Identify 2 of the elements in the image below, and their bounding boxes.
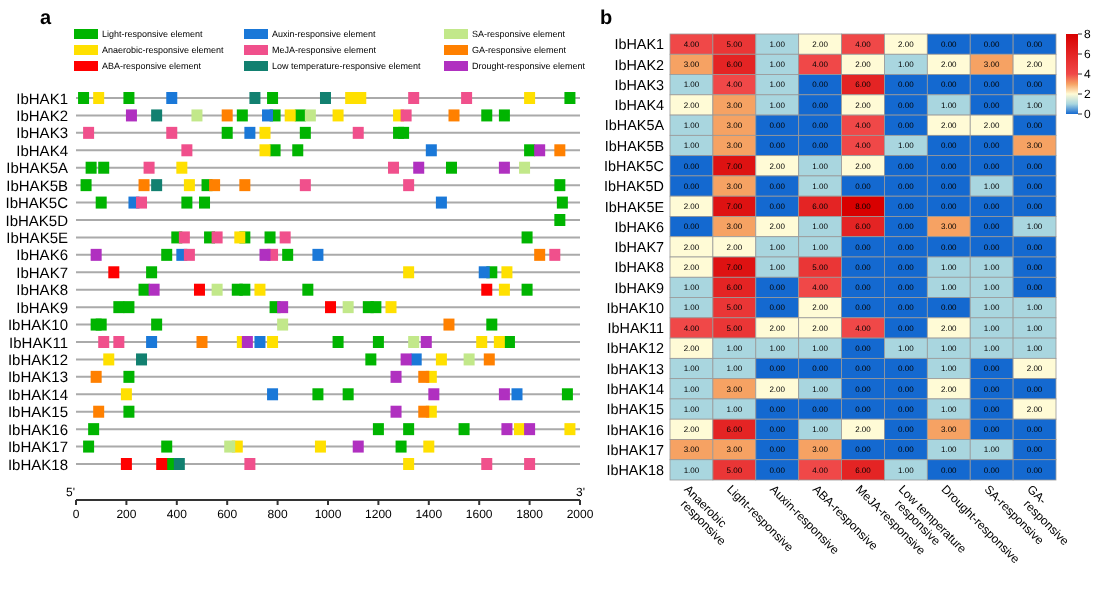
chart-title: b [600,8,613,30]
chart-title: a [40,8,52,30]
